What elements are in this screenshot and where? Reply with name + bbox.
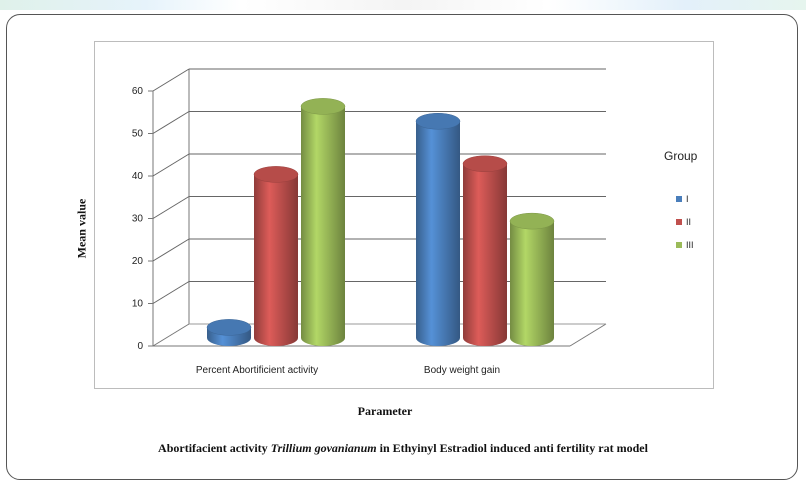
y-tick-label: 20: [132, 256, 144, 267]
bar-body: [463, 163, 507, 346]
bar-top: [462, 155, 508, 172]
bar-iii-1: [509, 212, 555, 346]
legend-label: III: [686, 240, 694, 250]
gridline-diagonal: [152, 68, 190, 92]
legend-item: II: [676, 216, 691, 228]
legend-label: II: [686, 217, 692, 227]
gridline-diagonal: [152, 153, 190, 177]
legend-title: Group: [664, 149, 698, 163]
bar-top: [300, 98, 346, 115]
bar-i-0: [206, 319, 252, 346]
y-tick-label: 10: [132, 299, 144, 310]
header-strip: [0, 0, 806, 10]
y-tick-label: 0: [137, 341, 143, 352]
bar-iii-0: [300, 98, 346, 346]
figure-caption: Abortifacient activity Trillium govanian…: [0, 441, 806, 456]
bar-body: [254, 174, 298, 346]
floor-edge-left: [152, 323, 190, 347]
legend-swatch: [676, 242, 682, 248]
caption-text: Abortifacient activity: [158, 441, 271, 455]
chart-area: [94, 41, 714, 389]
y-tick-label: 30: [132, 214, 144, 225]
x-axis-label: Parameter: [357, 404, 413, 418]
bar-i-1: [415, 113, 461, 346]
bar-body: [510, 221, 554, 346]
gridline-diagonal: [152, 281, 190, 304]
y-tick-label: 50: [132, 129, 144, 140]
legend-label: I: [686, 194, 689, 204]
floor-edge-right: [569, 323, 607, 347]
bar-top: [415, 113, 461, 130]
x-tick-label: Body weight gain: [424, 365, 500, 376]
gridline-diagonal: [152, 111, 190, 134]
bar-body: [416, 121, 460, 346]
y-tick-label: 40: [132, 171, 144, 182]
legend-swatch: [676, 196, 682, 202]
gridline-diagonal: [152, 196, 190, 219]
y-axis-label: Mean value: [74, 198, 89, 259]
bar-ii-0: [253, 166, 299, 346]
legend-item: III: [676, 239, 694, 251]
caption-species: Trillium govanianum: [270, 441, 377, 455]
bar-ii-1: [462, 155, 508, 346]
caption-text-end: in Ethyinyl Estradiol induced anti ferti…: [376, 441, 648, 455]
bar-top: [206, 319, 252, 336]
x-tick-label: Percent Abortificient activity: [196, 365, 318, 376]
y-tick-label: 60: [132, 86, 144, 97]
bar-top: [253, 166, 299, 183]
gridline-diagonal: [152, 238, 190, 262]
legend-item: I: [676, 193, 689, 205]
bar-top: [509, 212, 555, 230]
bar-body: [301, 106, 345, 346]
legend-swatch: [676, 219, 682, 225]
